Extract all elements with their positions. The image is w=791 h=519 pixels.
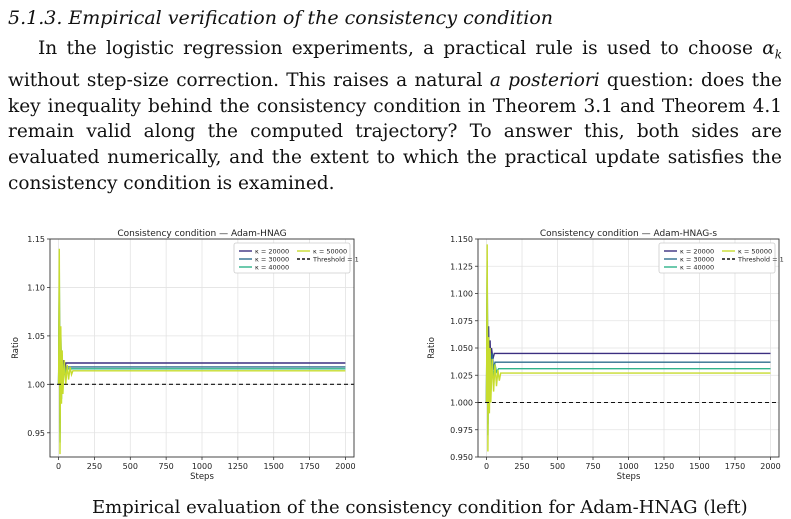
y-tick-label: 1.15 bbox=[27, 235, 45, 244]
y-tick-label: 0.975 bbox=[450, 426, 473, 435]
plot-frame bbox=[477, 238, 780, 458]
x-tick-label: 2000 bbox=[760, 462, 780, 471]
a-posteriori-text: a posteriori bbox=[489, 70, 600, 92]
y-tick-label: 1.150 bbox=[450, 235, 473, 244]
legend-box bbox=[233, 242, 351, 274]
x-tick-label: 1750 bbox=[299, 462, 319, 471]
x-tick-label: 750 bbox=[585, 462, 600, 471]
figure-left: Consistency condition — Adam-HNAG 0 250 500… bbox=[6, 225, 360, 485]
legend-label: κ = 40000 bbox=[255, 264, 289, 272]
x-tick-label: 1250 bbox=[654, 462, 674, 471]
x-tick-label: 1250 bbox=[228, 462, 248, 471]
legend-label: κ = 40000 bbox=[680, 264, 714, 272]
legend-label: Threshold = 1 bbox=[312, 256, 359, 264]
paragraph-text-2: without step-size correction. This raise… bbox=[8, 70, 490, 92]
paragraph-text-1: In the logistic regression experiments, … bbox=[38, 38, 763, 59]
y-tick-label: 1.025 bbox=[450, 371, 473, 380]
x-axis-label: Steps bbox=[190, 472, 214, 482]
x-tick-label: 1000 bbox=[618, 462, 638, 471]
x-tick-label: 750 bbox=[159, 462, 174, 471]
y-tick-label: 0.95 bbox=[27, 429, 45, 438]
chart-title: Consistency condition — Adam-HNAG-s bbox=[540, 229, 718, 239]
legend-label: κ = 20000 bbox=[255, 248, 289, 256]
y-axis-label: Ratio bbox=[11, 337, 21, 359]
legend-label: κ = 50000 bbox=[738, 248, 772, 256]
x-tick-label: 500 bbox=[550, 462, 565, 471]
y-tick-label: 1.075 bbox=[450, 317, 473, 326]
y-tick-label: 1.000 bbox=[450, 399, 473, 408]
figure-right: Consistency condition — Adam-HNAG-s 0 250 5… bbox=[420, 225, 785, 485]
plot-frame bbox=[49, 238, 355, 458]
alpha-symbol: α bbox=[762, 38, 775, 59]
chart-title: Consistency condition — Adam-HNAG bbox=[117, 229, 286, 239]
series-line-4 bbox=[57, 248, 346, 455]
body-paragraph: In the logistic regression experiments, … bbox=[8, 36, 782, 196]
y-tick-label: 1.05 bbox=[27, 332, 45, 341]
legend-label: κ = 50000 bbox=[313, 248, 347, 256]
x-tick-label: 1000 bbox=[192, 462, 212, 471]
y-tick-label: 0.950 bbox=[450, 453, 473, 462]
x-tick-label: 1500 bbox=[264, 462, 284, 471]
chart-adam-hnag: Consistency condition — Adam-HNAG 0 250 500… bbox=[11, 229, 359, 482]
x-tick-label: 250 bbox=[87, 462, 102, 471]
y-tick-label: 1.125 bbox=[450, 262, 473, 271]
x-tick-label: 0 bbox=[484, 462, 489, 471]
y-tick-label: 1.00 bbox=[27, 380, 45, 389]
x-tick-label: 500 bbox=[123, 462, 138, 471]
figure-caption: Empirical evaluation of the consistency … bbox=[92, 497, 748, 518]
y-tick-label: 1.10 bbox=[27, 283, 45, 292]
legend-label: Threshold = 1 bbox=[737, 256, 784, 264]
y-tick-label: 1.050 bbox=[450, 344, 473, 353]
y-axis-label: Ratio bbox=[427, 337, 437, 359]
section-heading: 5.1.3. Empirical verification of the con… bbox=[8, 7, 554, 29]
x-tick-label: 2000 bbox=[335, 462, 355, 471]
x-axis-label: Steps bbox=[617, 472, 641, 482]
x-tick-label: 0 bbox=[56, 462, 61, 471]
paragraph-text-3: question: does the key inequality behind… bbox=[8, 70, 782, 194]
y-tick-label: 1.100 bbox=[450, 290, 473, 299]
x-tick-label: 1750 bbox=[725, 462, 745, 471]
chart-adam-hnag-s: Consistency condition — Adam-HNAG-s 0 250 5… bbox=[427, 229, 784, 482]
legend-label: κ = 30000 bbox=[255, 256, 289, 264]
legend-label: κ = 30000 bbox=[680, 256, 714, 264]
x-tick-label: 250 bbox=[514, 462, 529, 471]
legend-box bbox=[658, 242, 776, 274]
series-line-4 bbox=[485, 244, 771, 452]
x-tick-label: 1500 bbox=[689, 462, 709, 471]
legend-label: κ = 20000 bbox=[680, 248, 714, 256]
alpha-subscript: k bbox=[774, 47, 782, 62]
